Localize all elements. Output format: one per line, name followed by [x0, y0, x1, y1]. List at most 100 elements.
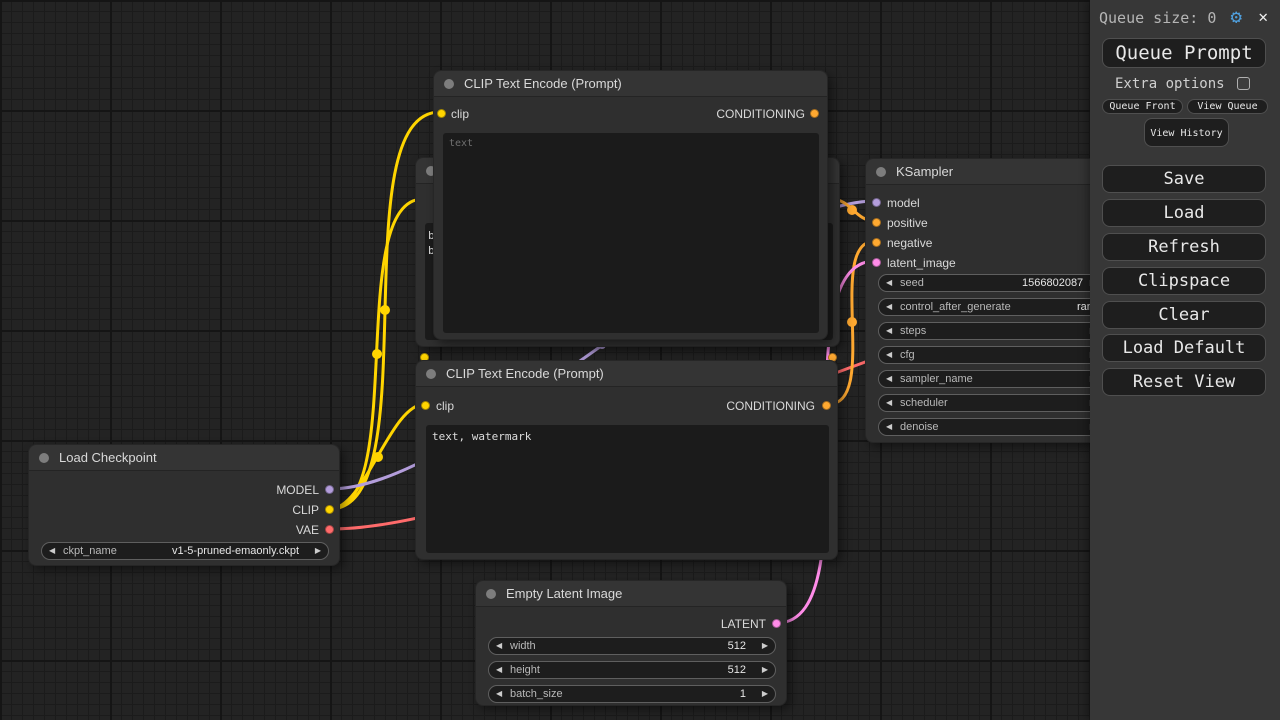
node-header[interactable]: KSampler — [866, 159, 1114, 185]
next-arrow-icon[interactable]: ▶ — [314, 546, 321, 555]
clear-button[interactable]: Clear — [1102, 301, 1266, 329]
node-empty-latent-image[interactable]: Empty Latent Image LATENT ◀ width 512 ▶ … — [475, 580, 787, 706]
save-button[interactable]: Save — [1102, 165, 1266, 193]
negative-input-label: negative — [887, 236, 933, 250]
node-header[interactable]: CLIP Text Encode (Prompt) — [416, 361, 837, 387]
decrement-arrow-icon[interactable]: ◀ — [886, 398, 893, 407]
queue-size-label: Queue size: 0 — [1099, 9, 1217, 27]
load-button[interactable]: Load — [1102, 199, 1266, 227]
denoise-widget[interactable]: ◀ denoise ▶ — [878, 418, 1104, 436]
model-output-label: MODEL — [276, 483, 319, 497]
decrement-arrow-icon[interactable]: ◀ — [886, 422, 893, 431]
clip-input-port[interactable] — [437, 109, 446, 118]
increment-arrow-icon[interactable]: ▶ — [761, 641, 768, 650]
view-history-button[interactable]: View History — [1144, 118, 1229, 147]
load-default-button[interactable]: Load Default — [1102, 334, 1266, 362]
node-title: KSampler — [896, 164, 954, 179]
widget-name: batch_size — [510, 688, 563, 700]
node-header[interactable]: Load Checkpoint — [29, 445, 339, 471]
height-widget[interactable]: ◀ height 512 ▶ — [488, 661, 776, 679]
vae-output-port[interactable] — [325, 525, 334, 534]
view-queue-button[interactable]: View Queue — [1187, 99, 1268, 114]
node-header[interactable]: CLIP Text Encode (Prompt) — [434, 71, 827, 97]
scheduler-widget[interactable]: ◀ scheduler ▶ — [878, 394, 1104, 412]
link-clip-to-hidden — [329, 197, 424, 511]
conditioning-output-label: CONDITIONING — [716, 107, 805, 121]
widget-name: sampler_name — [900, 373, 973, 385]
prompt-textarea[interactable]: text, watermark — [426, 425, 829, 553]
widget-value: 1 — [739, 688, 746, 700]
latent-image-input-port[interactable] — [872, 258, 881, 267]
latent-output-port[interactable] — [772, 619, 781, 628]
queue-front-button[interactable]: Queue Front — [1102, 99, 1183, 114]
control-after-generate-widget[interactable]: ◀ control_after_generate ran ▶ — [878, 298, 1104, 316]
decrement-arrow-icon[interactable]: ◀ — [886, 278, 893, 287]
widget-name: width — [510, 640, 536, 652]
refresh-button[interactable]: Refresh — [1102, 233, 1266, 261]
close-icon[interactable]: ✕ — [1258, 7, 1268, 26]
widget-name: scheduler — [900, 397, 948, 409]
node-collapse-icon[interactable] — [486, 588, 496, 599]
vae-output-label: VAE — [295, 523, 319, 537]
seed-widget[interactable]: ◀ seed 1566802087 ▶ — [878, 274, 1104, 292]
conditioning-output-label: CONDITIONING — [726, 399, 815, 413]
positive-input-port[interactable] — [872, 218, 881, 227]
decrement-arrow-icon[interactable]: ◀ — [496, 689, 503, 698]
latent-image-input-label: latent_image — [887, 256, 956, 270]
clip-input-label: clip — [436, 399, 455, 413]
reset-view-button[interactable]: Reset View — [1102, 368, 1266, 396]
queue-menu-panel: Queue size: 0 ⚙ ✕ Queue Prompt Extra opt… — [1090, 0, 1280, 720]
decrement-arrow-icon[interactable]: ◀ — [886, 374, 893, 383]
link-clip-to-negative — [329, 402, 426, 511]
decrement-arrow-icon[interactable]: ◀ — [496, 665, 503, 674]
steps-widget[interactable]: ◀ steps ▶ — [878, 322, 1104, 340]
link-dot — [372, 349, 382, 359]
clipspace-button[interactable]: Clipspace — [1102, 267, 1266, 295]
node-clip-text-encode-negative[interactable]: CLIP Text Encode (Prompt) clip CONDITION… — [415, 360, 838, 560]
node-collapse-icon[interactable] — [426, 368, 436, 379]
conditioning-output-port[interactable] — [822, 401, 831, 410]
node-collapse-icon[interactable] — [39, 452, 49, 463]
widget-name: steps — [900, 325, 927, 337]
node-header[interactable]: Empty Latent Image — [476, 581, 786, 607]
decrement-arrow-icon[interactable]: ◀ — [886, 350, 893, 359]
decrement-arrow-icon[interactable]: ◀ — [886, 326, 893, 335]
ckpt-name-widget[interactable]: ◀ ckpt_name v1-5-pruned-emaonly.ckpt ▶ — [41, 542, 329, 560]
width-widget[interactable]: ◀ width 512 ▶ — [488, 637, 776, 655]
increment-arrow-icon[interactable]: ▶ — [761, 689, 768, 698]
node-load-checkpoint[interactable]: Load Checkpoint MODEL CLIP VAE ◀ ckpt_na… — [28, 444, 340, 566]
node-title: Empty Latent Image — [506, 586, 623, 601]
cfg-widget[interactable]: ◀ cfg ▶ — [878, 346, 1104, 364]
widget-name: height — [510, 664, 540, 676]
model-input-port[interactable] — [872, 198, 881, 207]
extra-options-checkbox[interactable] — [1237, 77, 1250, 90]
clip-output-label: CLIP — [292, 503, 319, 517]
widget-name: seed — [900, 277, 924, 289]
conditioning-output-port[interactable] — [810, 109, 819, 118]
node-title: Load Checkpoint — [59, 450, 157, 465]
clip-input-port[interactable] — [421, 401, 430, 410]
prev-arrow-icon[interactable]: ◀ — [49, 546, 56, 555]
widget-value: v1-5-pruned-emaonly.ckpt — [172, 545, 299, 557]
widget-value: 512 — [727, 664, 746, 676]
negative-input-port[interactable] — [872, 238, 881, 247]
latent-output-label: LATENT — [720, 617, 766, 631]
prompt-textarea[interactable] — [443, 133, 819, 333]
widget-name: cfg — [900, 349, 915, 361]
batch-size-widget[interactable]: ◀ batch_size 1 ▶ — [488, 685, 776, 703]
queue-prompt-button[interactable]: Queue Prompt — [1102, 38, 1266, 68]
increment-arrow-icon[interactable]: ▶ — [761, 665, 768, 674]
node-collapse-icon[interactable] — [876, 166, 886, 177]
model-output-port[interactable] — [325, 485, 334, 494]
node-collapse-icon[interactable] — [444, 78, 454, 89]
node-clip-text-encode-front[interactable]: CLIP Text Encode (Prompt) clip CONDITION… — [433, 70, 828, 340]
node-title: CLIP Text Encode (Prompt) — [464, 76, 622, 91]
clip-output-port[interactable] — [325, 505, 334, 514]
decrement-arrow-icon[interactable]: ◀ — [496, 641, 503, 650]
sampler-name-widget[interactable]: ◀ sampler_name ▶ — [878, 370, 1104, 388]
node-title: CLIP Text Encode (Prompt) — [446, 366, 604, 381]
decrement-arrow-icon[interactable]: ◀ — [886, 302, 893, 311]
settings-gear-icon[interactable]: ⚙ — [1230, 6, 1242, 28]
node-ksampler[interactable]: KSampler model positive negative latent_… — [865, 158, 1115, 443]
